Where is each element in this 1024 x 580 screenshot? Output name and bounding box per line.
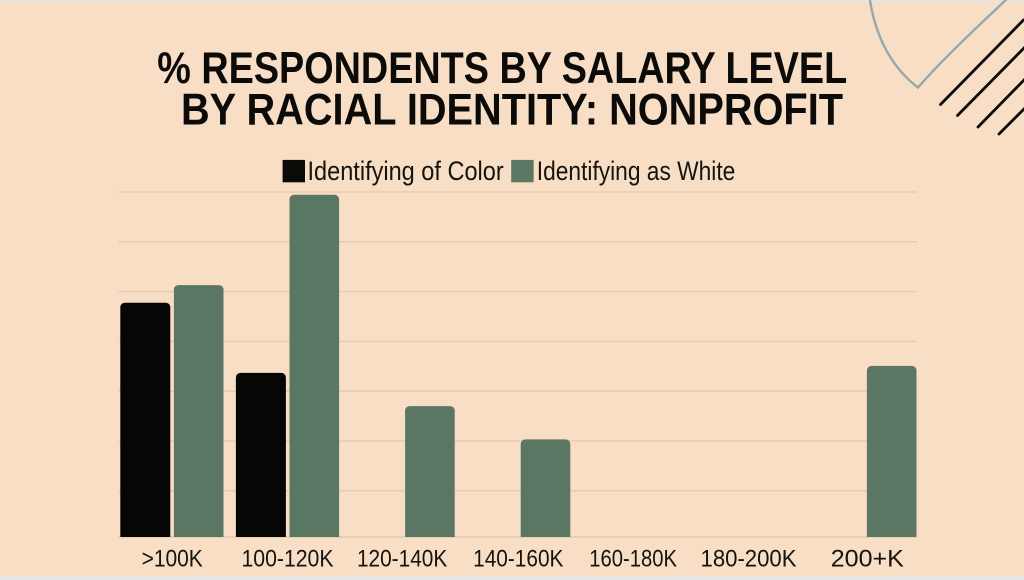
svg-text:BY RACIAL IDENTITY: NONPROFIT: BY RACIAL IDENTITY: NONPROFIT [181, 85, 843, 134]
svg-text:140-160K: 140-160K [473, 545, 563, 572]
svg-text:>100K: >100K [142, 545, 203, 572]
svg-text:180-200K: 180-200K [701, 545, 797, 572]
svg-text:% RESPONDENTS BY SALARY LEVEL: % RESPONDENTS BY SALARY LEVEL [157, 44, 847, 93]
svg-text:100-120K: 100-120K [242, 545, 334, 572]
svg-text:200+K: 200+K [831, 545, 904, 572]
svg-text:160-180K: 160-180K [589, 545, 677, 572]
svg-text:Identifying of Color: Identifying of Color [308, 156, 504, 186]
svg-text:Identifying as White: Identifying as White [537, 156, 736, 186]
svg-text:120-140K: 120-140K [357, 545, 447, 572]
